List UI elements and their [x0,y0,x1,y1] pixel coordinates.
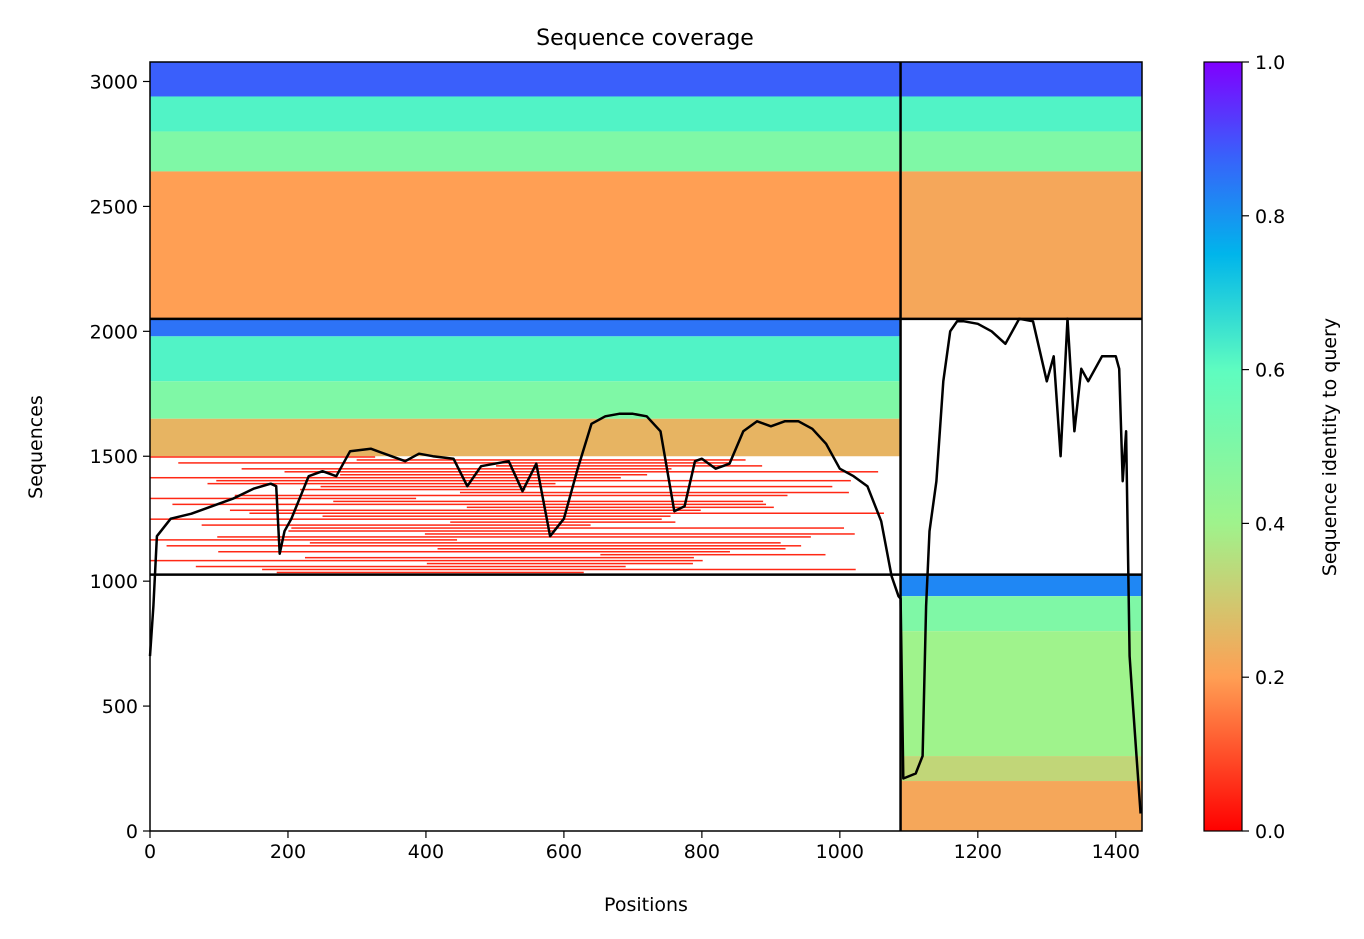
colorbar-tick-label: 0.2 [1255,667,1285,689]
heatmap-band [150,318,901,337]
heatmap-row [150,518,662,520]
y-tick-label: 2500 [90,196,138,218]
heatmap-row [150,476,621,479]
coverage-line [148,317,1142,814]
heatmap-row [150,559,703,562]
colorbar-label: Sequence identity to query [1319,318,1341,576]
heatmap-row [195,565,626,568]
x-tick-label: 200 [270,841,306,863]
y-axis-ticks: 0 500 1000 1500 2000 2500 3000 [90,71,150,843]
heatmap-row [424,533,855,535]
block-dividers [150,62,1142,831]
colorbar-tick-label: 0.6 [1255,360,1285,382]
y-tick-label: 1500 [90,446,138,468]
heatmap-row [284,471,879,473]
heatmap-row [356,459,746,461]
heatmap-row [466,506,774,509]
y-tick-label: 2000 [90,321,138,343]
heatmap-band [150,381,901,419]
heatmap-row [172,503,767,506]
heatmap-row [300,488,526,491]
heatmap-band [900,631,1142,757]
colorbar [1203,61,1243,832]
heatmap-row [218,550,730,553]
heatmap-row [241,468,672,470]
heatmap-row [201,524,591,526]
heatmap-row [450,521,676,523]
x-axis-ticks: 0 200 400 600 800 1000 1200 1400 [144,831,1140,863]
y-tick-label: 0 [126,821,138,843]
y-tick-label: 500 [102,696,138,718]
heatmap-band [150,131,901,172]
heatmap-row [262,568,856,571]
x-tick-label: 400 [408,841,444,863]
heatmap-band [900,781,1142,831]
colorbar-tick-label: 0.0 [1255,821,1285,843]
heatmap-row [291,527,845,529]
heatmap-row [229,509,701,512]
heatmap-row [150,456,376,458]
heatmap-band [150,96,901,132]
heatmap-band [150,418,901,457]
x-tick-label: 600 [546,841,582,863]
x-axis-label: Positions [604,894,688,916]
heatmap-band [900,574,1142,597]
heatmap-row [437,548,786,550]
plot-frame [149,61,1143,832]
heatmap-band [900,596,1142,632]
heatmap-band [900,756,1142,782]
heatmap-band [900,171,1142,319]
heatmap-row [217,536,811,538]
heatmap-row [304,556,694,559]
x-tick-label: 800 [684,841,720,863]
heatmap-row [320,485,833,488]
colorbar-tick-label: 0.4 [1255,513,1285,535]
heatmap-row [234,494,788,497]
heatmap-row [166,545,802,547]
heatmap-row [309,542,781,544]
heatmap-row [333,500,764,503]
coverage-heatmap [150,62,1142,831]
chart-title: Sequence coverage [536,26,754,51]
heatmap-band [150,336,901,382]
y-axis-label: Sequences [25,395,47,499]
heatmap-row [216,479,851,482]
colorbar-tick-label: 0.8 [1255,206,1285,228]
x-tick-label: 1200 [954,841,1002,863]
x-tick-label: 1000 [816,841,864,863]
heatmap-band [900,96,1142,132]
heatmap-row [207,482,556,485]
colorbar-ticks: 0.0 0.2 0.4 0.6 0.8 1.0 [1242,52,1285,843]
heatmap-row [459,491,849,494]
heatmap-row [288,530,555,532]
x-tick-label: 0 [144,841,156,863]
y-tick-label: 1000 [90,571,138,593]
heatmap-row [150,497,417,500]
x-tick-label: 1400 [1092,841,1140,863]
heatmap-row [426,562,693,565]
heatmap-row [600,553,826,556]
heatmap-band [150,171,901,319]
heatmap-band [900,62,1142,97]
y-tick-label: 3000 [90,71,138,93]
heatmap-band [900,131,1142,172]
heatmap-row [150,539,458,541]
heatmap-row [322,515,671,517]
heatmap-row [276,571,584,574]
heatmap-row [249,512,884,514]
heatmap-band [150,62,901,97]
heatmap-row [340,474,648,476]
colorbar-tick-label: 1.0 [1255,52,1285,74]
heatmap-row [496,465,763,467]
